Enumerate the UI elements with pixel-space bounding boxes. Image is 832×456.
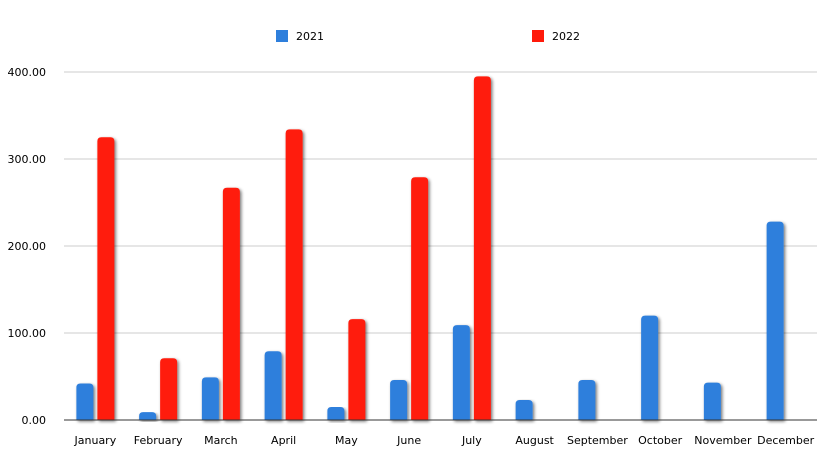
- x-tick-label: July: [461, 434, 482, 447]
- bar-2021-august[interactable]: [515, 399, 533, 420]
- bar-2021-june[interactable]: [390, 379, 408, 420]
- x-tick-label: September: [567, 434, 628, 447]
- bar-2022-may[interactable]: [348, 319, 366, 420]
- bar-2022-february[interactable]: [160, 358, 178, 420]
- gridlines: [64, 71, 817, 334]
- legend-item-2022[interactable]: 2022: [532, 30, 580, 43]
- x-tick-label: March: [204, 434, 238, 447]
- y-tick-label: 300.00: [8, 153, 47, 166]
- y-tick-label: 0.00: [22, 414, 47, 427]
- legend-label: 2022: [552, 30, 580, 43]
- legend-swatch: [276, 30, 288, 42]
- x-tick-label: November: [694, 434, 752, 447]
- bar-2021-may[interactable]: [327, 406, 345, 420]
- y-tick-label: 400.00: [8, 66, 47, 79]
- y-tick-label: 100.00: [8, 327, 47, 340]
- bar-2022-july[interactable]: [473, 76, 491, 420]
- x-tick-label: June: [396, 434, 421, 447]
- bar-2021-july[interactable]: [452, 325, 470, 420]
- bar-2021-october[interactable]: [641, 315, 659, 420]
- y-axis: 0.00 100.00 200.00 300.00 400.00: [8, 66, 47, 427]
- x-axis: January February March April May June July Augu…: [64, 419, 817, 447]
- x-tick-label: August: [515, 434, 554, 447]
- bar-2021-april[interactable]: [264, 351, 282, 420]
- bar-2021-march[interactable]: [201, 377, 219, 420]
- bar-2021-february[interactable]: [139, 412, 157, 420]
- bar-2022-march[interactable]: [222, 187, 240, 420]
- x-tick-label: February: [134, 434, 183, 447]
- x-tick-label: May: [335, 434, 358, 447]
- bars: [76, 76, 784, 421]
- bar-2022-june[interactable]: [411, 177, 429, 420]
- legend-swatch: [532, 30, 544, 42]
- x-tick-label: December: [757, 434, 815, 447]
- bar-2021-december[interactable]: [766, 221, 784, 420]
- legend: 2021 2022: [276, 30, 580, 43]
- bar-2021-november[interactable]: [703, 382, 721, 420]
- x-tick-label: April: [271, 434, 296, 447]
- x-tick-label: October: [638, 434, 682, 447]
- bar-2022-january[interactable]: [97, 137, 115, 420]
- y-tick-label: 200.00: [8, 240, 47, 253]
- x-tick-label: January: [74, 434, 117, 447]
- legend-label: 2021: [296, 30, 324, 43]
- bar-2021-january[interactable]: [76, 383, 94, 420]
- legend-item-2021[interactable]: 2021: [276, 30, 324, 43]
- bar-2022-april[interactable]: [285, 129, 303, 421]
- bar-2021-september[interactable]: [578, 379, 596, 420]
